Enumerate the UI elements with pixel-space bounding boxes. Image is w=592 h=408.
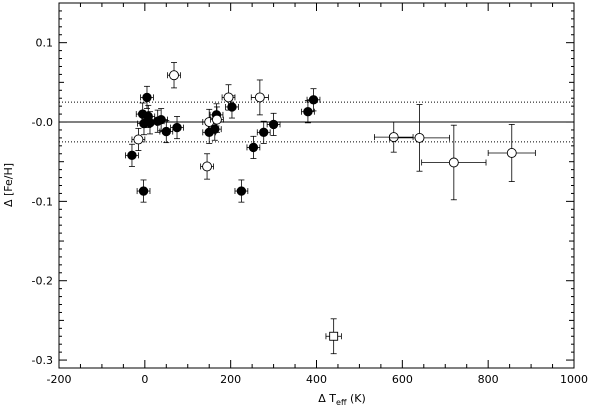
data-point-open-circle xyxy=(221,84,236,111)
open-circle-marker xyxy=(202,161,213,172)
open-circle-marker xyxy=(506,148,517,158)
x-tick-label: -200 xyxy=(47,373,72,386)
data-point-filled-circle xyxy=(234,179,249,203)
filled-circle-marker xyxy=(161,126,171,137)
plot-frame xyxy=(58,2,575,369)
filled-circle-marker xyxy=(248,142,259,153)
data-point-open-circle xyxy=(421,124,487,201)
filled-circle-marker xyxy=(145,118,155,128)
y-tick-label: -0.1 xyxy=(32,195,53,208)
filled-circle-marker xyxy=(303,107,313,117)
data-point-open-circle xyxy=(210,106,224,133)
x-tick-label: 0 xyxy=(141,373,148,386)
y-tick-label: 0.1 xyxy=(36,37,54,50)
axis-ticks: -200 0 200 400 600 800 1000 0.1 -0.0 -0.1 -0.2 -0.3 xyxy=(32,2,588,386)
x-axis-label-delta: Δ xyxy=(318,392,326,405)
data-point-filled-circle xyxy=(136,179,151,203)
x-tick-label: 200 xyxy=(220,373,241,386)
open-circle-marker xyxy=(414,132,425,143)
data-point-filled-circle xyxy=(266,112,281,136)
x-axis-label-unit: (K) xyxy=(350,392,366,405)
x-tick-label: 400 xyxy=(306,373,327,386)
data-point-open-square xyxy=(325,318,342,355)
data-point-filled-circle xyxy=(301,100,315,124)
open-circle-marker xyxy=(448,157,459,168)
data-points xyxy=(125,62,536,355)
x-axis-label-main: T xyxy=(328,392,336,405)
filled-circle-marker xyxy=(138,186,149,196)
open-circle-marker xyxy=(169,70,179,81)
data-point-filled-circle xyxy=(256,120,271,144)
data-point-filled-circle xyxy=(125,143,139,167)
open-circle-marker xyxy=(133,134,144,145)
y-axis-label: Δ [Fe/H] xyxy=(2,163,15,207)
data-point-open-circle xyxy=(167,62,181,89)
x-axis-label: Δ Teff (K) xyxy=(318,392,366,407)
data-point-filled-circle xyxy=(306,88,321,112)
plot-area xyxy=(58,2,575,369)
y-tick-label: -0.0 xyxy=(32,116,53,129)
filled-circle-marker xyxy=(156,114,166,125)
data-point-filled-circle xyxy=(140,85,154,109)
y-tick-label: -0.3 xyxy=(32,354,53,367)
filled-circle-marker xyxy=(142,92,152,103)
open-circle-marker xyxy=(223,92,234,103)
x-axis-label-subscript: eff xyxy=(336,398,347,407)
open-circle-marker xyxy=(254,92,265,103)
x-tick-label: 800 xyxy=(478,373,499,386)
y-tick-label: -0.2 xyxy=(32,275,53,288)
filled-circle-marker xyxy=(308,95,319,105)
data-point-filled-circle xyxy=(170,116,184,140)
data-point-open-circle xyxy=(374,121,414,153)
filled-circle-marker xyxy=(236,186,247,196)
data-point-open-circle xyxy=(131,127,146,151)
data-point-filled-circle xyxy=(159,120,174,144)
data-point-open-circle xyxy=(250,79,269,116)
data-point-open-circle xyxy=(200,153,214,180)
filled-circle-marker xyxy=(268,119,279,130)
data-point-filled-circle xyxy=(246,135,261,159)
x-tick-label: 600 xyxy=(392,373,413,386)
data-point-filled-circle xyxy=(154,108,168,132)
x-tick-label: 1000 xyxy=(560,373,588,386)
filled-circle-marker xyxy=(227,102,237,112)
open-circle-marker xyxy=(388,132,399,143)
filled-circle-marker xyxy=(259,127,269,138)
open-square-marker xyxy=(329,331,339,341)
open-circle-marker xyxy=(211,114,222,125)
data-point-open-circle xyxy=(389,104,450,172)
filled-circle-marker xyxy=(172,122,182,133)
data-point-open-circle xyxy=(487,124,536,182)
filled-circle-marker xyxy=(127,150,137,161)
